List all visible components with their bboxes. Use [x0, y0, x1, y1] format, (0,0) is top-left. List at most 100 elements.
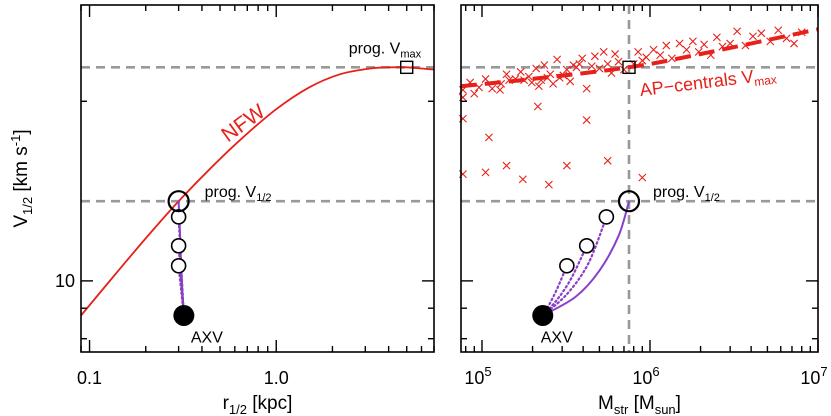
left-intermediate-circle-2: [170, 257, 187, 274]
right-x-tick-label: 105: [464, 364, 491, 388]
ap-central-point: [590, 52, 599, 61]
right-prog-vhalf-label: prog. V1/2: [653, 184, 720, 204]
ap-centrals-label: AP−centrals Vmax: [639, 64, 778, 104]
right-ticks: 105 106 107: [461, 5, 828, 388]
right-x-tick-label-exp: 6: [652, 364, 659, 379]
ap-central-point: [748, 32, 757, 41]
right-solid-track: [542, 200, 630, 317]
right-intermediate-circle-0: [598, 209, 615, 225]
right-x-axis-label-end: ]: [676, 393, 681, 414]
ap-central-point: [757, 29, 766, 38]
ap-central-point: [603, 156, 612, 165]
ap-central-point: [524, 72, 533, 81]
right-x-tick-label-exp: 5: [484, 364, 491, 379]
right-prog-vhalf-label-base: prog. V: [653, 184, 705, 201]
ap-central-point: [675, 39, 684, 48]
ap-central-point: [470, 89, 479, 98]
right-prog-vhalf-label-sub: 1/2: [705, 192, 720, 204]
ap-central-point: [496, 85, 504, 94]
ap-central-point: [544, 180, 553, 189]
ap-central-point: [534, 82, 543, 91]
left-axv-label: AXV: [191, 329, 223, 346]
ap-central-point: [484, 133, 493, 142]
left-x-axis-label-sub: 1/2: [229, 402, 247, 416]
right-series-layer: [458, 26, 819, 326]
ap-centrals-label-base: AP−centrals V: [639, 66, 755, 100]
ap-central-point: [566, 77, 575, 86]
panel-right: 105 106 107 AP−centrals Vmax prog. V1/2 AX…: [458, 4, 828, 416]
right-axv-label: AXV: [541, 329, 573, 346]
ap-central-point: [502, 161, 511, 170]
nfw-curve: [80, 66, 435, 317]
ap-central-point: [575, 59, 584, 68]
ap-central-point: [712, 33, 721, 42]
ap-central-point: [733, 27, 742, 36]
left-x-tick-label: 1.0: [264, 368, 289, 388]
right-x-tick-label-base: 10: [800, 368, 820, 388]
ap-central-point: [582, 116, 591, 125]
left-prog-vhalf-label: prog. V1/2: [205, 184, 272, 204]
left-prog-vhalf-label-sub: 1/2: [256, 192, 271, 204]
right-intermediate-circle-2: [559, 257, 575, 274]
ap-central-point: [481, 74, 490, 83]
ap-central-point: [649, 45, 658, 54]
right-x-tick-label: 107: [800, 364, 827, 388]
right-x-axis-label-sub: str: [614, 402, 629, 416]
right-intermediate-circle-1: [578, 238, 595, 254]
ap-central-point: [662, 41, 671, 50]
ap-central-point: [774, 26, 783, 35]
left-x-axis-label-unit: [kpc]: [247, 393, 292, 414]
left-x-tick-label: 0.1: [77, 368, 102, 388]
prog-vmax-label-base: prog. V: [349, 40, 401, 57]
right-x-axis-label-base: M: [598, 393, 614, 414]
y-axis-label-base: V: [11, 215, 32, 228]
left-prog-vmax-square: [400, 60, 414, 75]
left-x-axis-label: r1/2 [kpc]: [223, 393, 293, 416]
left-ticks: 0.1 1.0 10: [55, 5, 435, 388]
right-dotted-track-0: [541, 215, 608, 317]
ap-central-point: [634, 47, 643, 56]
left-prog-vhalf-circle: [167, 190, 190, 213]
ap-central-point: [516, 67, 525, 76]
panel-left: 0.1 1.010 NFW prog. Vmax prog. V1/2 AXV r…: [8, 4, 435, 416]
ap-central-point: [595, 64, 604, 73]
ap-central-point: [562, 65, 571, 74]
nfw-label: NFW: [217, 100, 269, 147]
ap-central-point: [611, 50, 620, 59]
right-x-axis-label-unit: [M: [628, 393, 654, 414]
right-x-tick-label-base: 10: [464, 368, 484, 388]
prog-vmax-label: prog. Vmax: [349, 40, 422, 60]
right-x-tick-label-exp: 7: [820, 364, 827, 379]
left-intermediate-circle-0: [170, 209, 187, 225]
ap-central-point: [518, 175, 527, 184]
ap-central-point: [599, 47, 608, 56]
ap-centrals-label-sub: max: [753, 72, 777, 89]
ap-central-point: [638, 173, 647, 182]
left-y-tick-label: 10: [55, 271, 75, 291]
ap-central-point: [656, 51, 665, 60]
right-axes-frame: [460, 4, 819, 353]
ap-central-point: [682, 45, 691, 54]
ap-central-point: [562, 161, 571, 170]
ap-central-point: [540, 61, 549, 70]
right-prog-vmax-square: [622, 60, 636, 75]
ap-central-point: [488, 84, 497, 93]
ap-central-point: [578, 54, 587, 63]
ap-central-point: [549, 79, 558, 88]
ap-central-point: [533, 102, 542, 111]
right-axv-point: [532, 304, 554, 326]
right-x-axis-label-sub2: sun: [655, 402, 676, 416]
ap-central-point: [587, 62, 596, 71]
ap-central-point: [790, 39, 799, 48]
right-x-tick-label: 106: [632, 364, 659, 388]
ap-central-point: [688, 37, 697, 46]
right-x-axis-label: Mstr [Msun]: [598, 393, 681, 416]
ap-central-point: [582, 84, 591, 93]
ap-centrals-fit-line: [460, 27, 819, 89]
ap-central-point: [700, 40, 709, 49]
left-intermediate-circle-1: [170, 238, 187, 254]
ap-central-point: [502, 70, 511, 79]
y-axis-label-end: ]: [11, 129, 32, 134]
left-axes-frame: [80, 4, 435, 353]
